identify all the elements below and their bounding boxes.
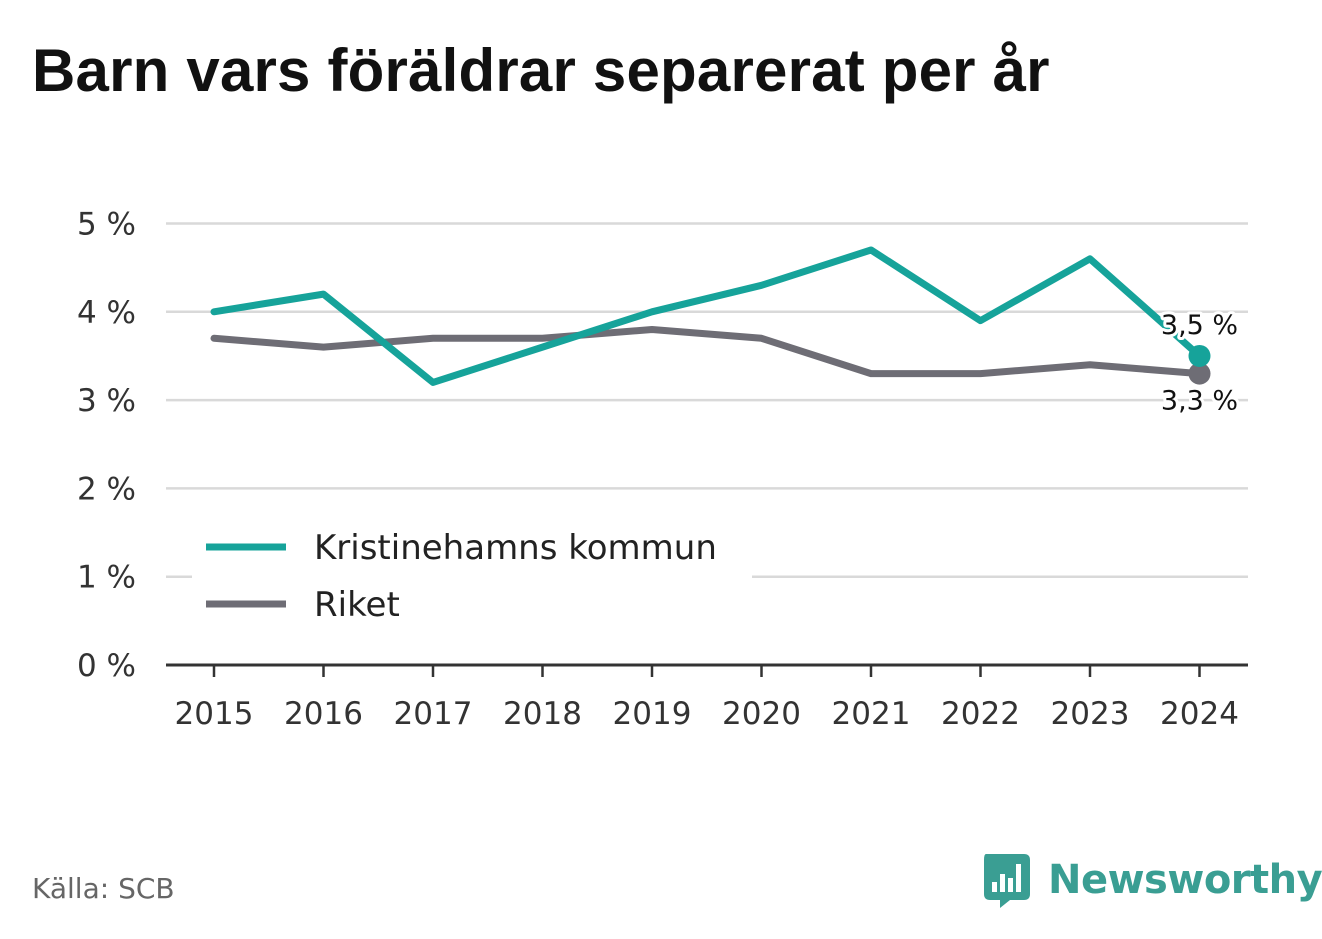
data-label: 3,3 % — [1161, 386, 1238, 417]
series-line — [210, 246, 1203, 386]
y-axis: 0 % 1 % 2 % 3 % 4 % 5 % — [77, 207, 136, 685]
chart-title: Barn vars föräldrar separerat per år — [32, 37, 1050, 104]
x-tick-label: 2017 — [394, 696, 473, 732]
y-tick-label: 2 % — [77, 471, 136, 507]
brand-logo: Newsworthy — [980, 850, 1322, 910]
y-tick-label: 4 % — [77, 295, 136, 331]
data-label: 3,5 % — [1161, 310, 1238, 341]
end-labels: 3,5 % 3,3 % — [1158, 307, 1241, 420]
legend-label: Riket — [314, 585, 400, 625]
end-point — [1188, 344, 1211, 367]
y-tick-label: 5 % — [77, 207, 136, 243]
brand-name: Newsworthy — [1048, 857, 1322, 903]
x-tick-label: 2015 — [175, 696, 254, 732]
x-tick-label: 2024 — [1160, 696, 1239, 732]
legend-background — [192, 520, 752, 632]
source-note: Källa: SCB — [32, 872, 175, 905]
x-tick-label: 2020 — [722, 696, 801, 732]
legend-label: Kristinehamns kommun — [314, 528, 717, 568]
x-tick-label: 2016 — [284, 696, 363, 732]
end-point — [1188, 362, 1211, 385]
y-tick-label: 0 % — [77, 648, 136, 684]
x-tick-label: 2018 — [503, 696, 582, 732]
x-tick-label: 2022 — [941, 696, 1020, 732]
legend-box — [192, 520, 752, 632]
series-line — [210, 325, 1203, 378]
x-tick-label: 2019 — [613, 696, 692, 732]
x-tick-label: 2023 — [1051, 696, 1130, 732]
legend: Kristinehamns kommun Riket — [206, 528, 717, 625]
x-tick-label: 2021 — [832, 696, 911, 732]
newsworthy-logo-icon — [984, 854, 1030, 908]
series-lines — [210, 246, 1211, 386]
y-tick-label: 3 % — [77, 383, 136, 419]
y-tick-label: 1 % — [77, 560, 136, 596]
x-axis: 2015 2016 2017 2018 2019 2020 2021 2022 2023 2024 — [166, 663, 1248, 732]
